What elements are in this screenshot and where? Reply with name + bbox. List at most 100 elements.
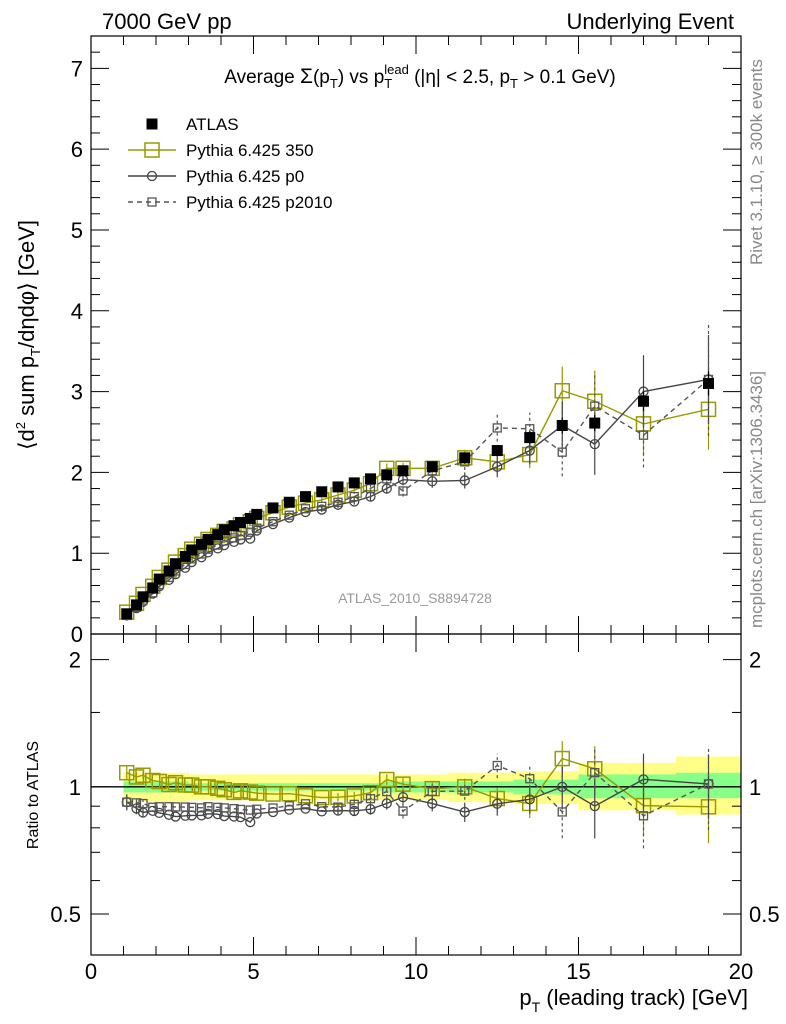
pythia-p0-point: [365, 804, 376, 815]
pythia-p0-point: [589, 800, 600, 812]
atlas-data-point: [283, 496, 295, 508]
x-tick-label: 5: [247, 959, 259, 984]
series-line: [126, 389, 709, 613]
pythia-p2010-point: [638, 430, 649, 440]
pythia-p0-point: [381, 483, 392, 494]
ratio-y-tick-label-right: 2: [749, 648, 761, 673]
legend: ATLAS Pythia 6.425 350 Pythia 6.425 p0 Pyth…: [128, 115, 333, 212]
y-tick-label: 4: [71, 299, 83, 324]
atlas-data-point: [491, 445, 503, 457]
pythia-350-point: [297, 787, 314, 804]
pythia-p2010-point: [245, 805, 255, 815]
pythia-p2010-point: [317, 801, 327, 812]
pythia-p2010-point: [349, 491, 359, 502]
series-pythia-6-425-p2010: [122, 322, 714, 621]
pythia-p0-point: [589, 438, 600, 450]
y-tick-label: 7: [71, 56, 83, 81]
legend-label: Pythia 6.425 p2010: [186, 193, 333, 212]
pythia-350-point: [554, 383, 570, 399]
pythia-p2010-point: [317, 501, 327, 511]
pythia-350-point: [346, 788, 362, 804]
pythia-p2010-point: [164, 802, 174, 812]
series-line: [126, 378, 709, 616]
header-left: 7000 GeV pp: [102, 9, 232, 34]
ratio-plot-frame: [90, 633, 742, 956]
rivet-version-text: Rivet 3.1.10, ≥ 300k events: [747, 59, 766, 265]
pythia-p2010-point: [131, 798, 142, 808]
atlas-data-point: [202, 533, 214, 545]
pythia-p0-point: [459, 475, 470, 486]
atlas-data-point: [179, 550, 191, 562]
atlas-data-point: [556, 420, 568, 432]
pythia-350-point: [554, 750, 570, 767]
atlas-data-point: [332, 481, 344, 493]
pythia-p2010-point: [525, 774, 535, 784]
ratio-series-layer: [91, 741, 741, 849]
pythia-p0-point: [196, 810, 207, 821]
mcplots-reference-text: mcplots.cern.ch [arXiv:1306.3436]: [747, 371, 766, 628]
pythia-p2010-point: [203, 802, 213, 812]
header-right: Underlying Event: [566, 9, 734, 34]
pythia-p0-point: [492, 798, 503, 809]
x-tick-label: 15: [566, 959, 590, 984]
pythia-p2010-point: [235, 530, 246, 541]
pythia-350-point: [265, 786, 281, 802]
series-pythia-6-425-350: [119, 366, 717, 620]
atlas-data-point: [235, 516, 246, 528]
ratio-y-tick-label: 2: [69, 648, 81, 673]
atlas-data-point: [300, 491, 311, 503]
ratio-y-tick-label: 0.5: [50, 902, 81, 927]
pythia-350-point: [249, 785, 265, 801]
pythia-p0-point: [492, 461, 503, 472]
pythia-p0-point: [316, 806, 327, 817]
atlas-data-point: [218, 524, 230, 536]
pythia-p2010-point: [187, 802, 197, 813]
pythia-p2010-point: [300, 799, 311, 809]
pythia-p2010-point: [196, 549, 207, 559]
atlas-data-point: [703, 377, 714, 389]
ratio-axis-ticks: 0.5 0.5 1 1 2 2: [50, 648, 779, 927]
pythia-p0-point: [524, 794, 535, 805]
pythia-p2010-point: [492, 423, 502, 433]
pythia-p0-point: [245, 816, 256, 828]
atlas-data-point: [251, 508, 263, 520]
pythia-p2010-point: [492, 760, 502, 771]
pythia-p2010-point: [252, 804, 262, 814]
atlas-data-point: [381, 469, 393, 481]
atlas-data-point: [348, 477, 360, 489]
pythia-p2010-point: [460, 786, 470, 796]
pythia-p2010-point: [170, 802, 181, 812]
pythia-p0-point: [638, 774, 649, 785]
pythia-p2010-point: [333, 802, 343, 812]
pythia-p2010-point: [196, 803, 207, 813]
x-tick-label: 10: [404, 959, 428, 984]
pythia-p2010-point: [284, 801, 294, 811]
pythia-350-point: [281, 785, 297, 802]
pythia-350-point: [144, 142, 160, 158]
atlas-data-point: [426, 461, 438, 473]
pythia-p0-point: [245, 533, 256, 544]
atlas-data-point: [397, 465, 409, 477]
pythia-p2010-point: [180, 802, 190, 812]
atlas-data-point: [365, 473, 376, 485]
pythia-p2010-point: [398, 806, 408, 816]
ratio-y-tick-label-right: 0.5: [749, 902, 780, 927]
atlas-data-point: [147, 582, 159, 594]
pythia-350-point: [167, 774, 184, 791]
atlas-data-point: [170, 558, 181, 570]
y-tick-label: 2: [71, 460, 83, 485]
atlas-data-point: [228, 520, 240, 532]
pythia-p2010-point: [229, 803, 239, 814]
pythia-p2010-point: [122, 797, 132, 807]
pythia-p2010-point: [557, 807, 567, 817]
pythia-p2010-point: [590, 401, 600, 411]
series-pythia-6-425-p0: [121, 335, 714, 621]
pythia-350-point: [362, 784, 379, 801]
main-series-layer: [119, 322, 717, 621]
pythia-p2010-point: [219, 803, 229, 813]
pythia-p0-point: [557, 781, 568, 792]
atlas-data-point: [146, 118, 158, 130]
pythia-p2010-point: [590, 767, 600, 778]
y-tick-label: 5: [71, 218, 83, 243]
x-axis-label: pT (leading track) [GeV]: [519, 985, 748, 1015]
